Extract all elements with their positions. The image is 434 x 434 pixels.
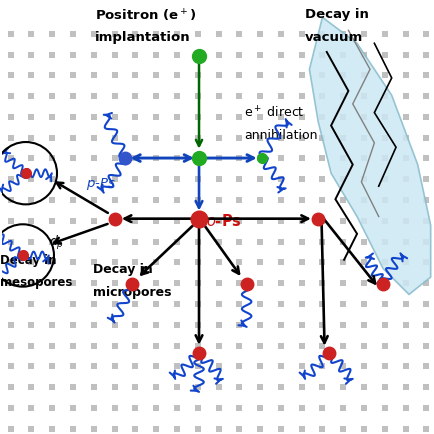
Text: $o$-Ps: $o$-Ps <box>205 213 241 229</box>
Text: annihilation: annihilation <box>244 128 317 141</box>
Text: $p$-Ps: $p$-Ps <box>86 176 116 192</box>
Text: $d_p$: $d_p$ <box>49 233 64 251</box>
Text: Decay in: Decay in <box>304 7 368 20</box>
Text: mesopores: mesopores <box>0 276 72 289</box>
Polygon shape <box>309 18 430 295</box>
Text: Decay in: Decay in <box>0 254 56 266</box>
Text: vacuum: vacuum <box>304 31 362 44</box>
Text: Positron (e$^+$): Positron (e$^+$) <box>95 7 196 24</box>
Text: implantation: implantation <box>95 31 190 44</box>
Text: e$^+$ direct: e$^+$ direct <box>244 105 304 120</box>
Text: Decay in: Decay in <box>93 263 152 275</box>
Text: micropores: micropores <box>93 285 171 298</box>
